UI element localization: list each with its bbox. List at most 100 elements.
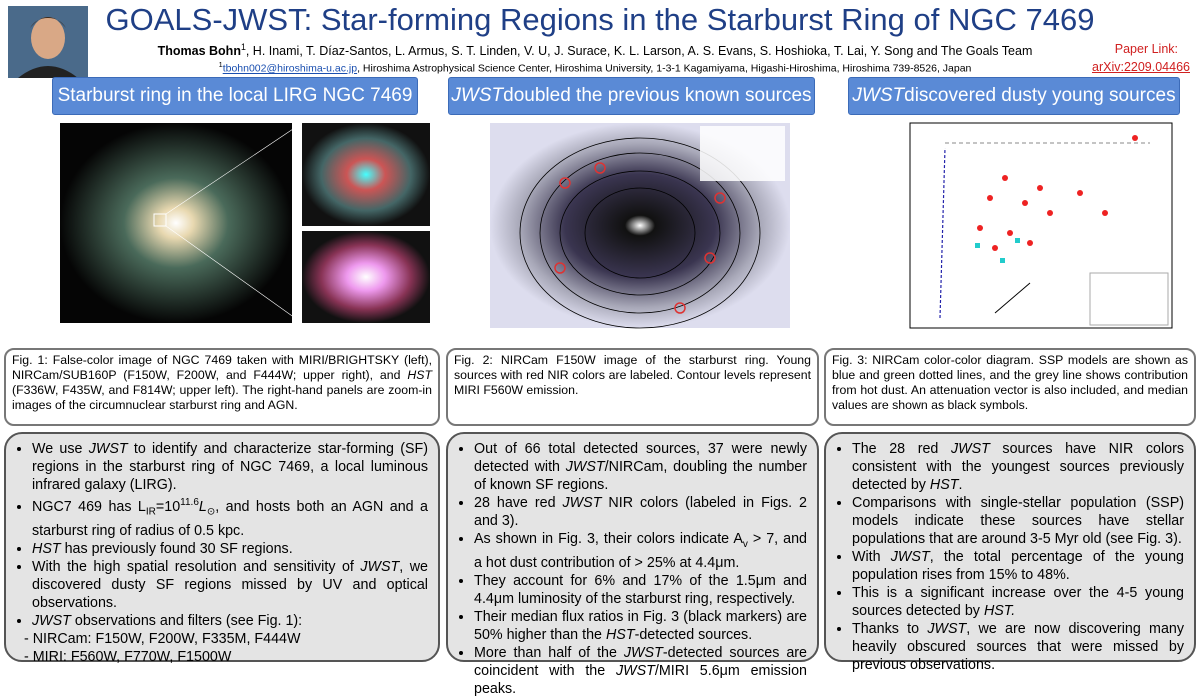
text-run: , we discovered dusty SF regions missed …: [32, 558, 428, 611]
bullet: Thanks to JWST, we are now discovering m…: [852, 620, 1184, 674]
bullet-list: We use JWST to identify and characterize…: [16, 440, 428, 630]
text-run: Starburst ring in the local LIRG NGC 746…: [57, 85, 413, 106]
text-run: HST: [929, 477, 959, 493]
text-run: doubled the previous known sources: [503, 85, 812, 106]
title: GOALS-JWST: Star-forming Regions in the …: [105, 2, 1095, 37]
text-run: has previously found 30 SF regions.: [60, 540, 293, 557]
bullet: Out of 66 total detected sources, 37 wer…: [474, 440, 807, 494]
text-run: ⊙: [206, 506, 216, 518]
text-run: Comparisons with single-stellar populati…: [852, 495, 1184, 547]
bullet: HST has previously found 30 SF regions.: [32, 540, 428, 558]
caption: Fig. 2: NIRCam F150W image of the starbu…: [446, 348, 819, 426]
text-run: Out of 66 total detected sources, 37 wer…: [474, 441, 807, 475]
text-run: tbohn002@hiroshima-u.ac.jp: [222, 62, 358, 75]
text-run: JWST: [88, 441, 128, 457]
bullet: JWST observations and filters (see Fig. …: [32, 612, 428, 630]
authors: Thomas Bohn1, H. Inami, T. Díaz-Santos, …: [95, 42, 1095, 58]
text-run: JWST: [565, 459, 605, 475]
sub-item: - NIRCam: F150W, F200W, F335M, F444W: [24, 630, 301, 647]
text-run: JWST: [950, 441, 990, 457]
bullet: The 28 red JWST sources have NIR colors …: [852, 440, 1184, 494]
text-run: IR: [145, 506, 156, 518]
figure-2: [490, 123, 790, 329]
text-run: , H. Inami, T. Díaz-Santos, L. Armus, S.…: [245, 44, 1033, 59]
bullet: They account for 6% and 17% of the 1.5μm…: [474, 572, 807, 608]
text-run: (F336W, F435W, and F814W; upper left). T…: [12, 383, 432, 412]
text-run: Thanks to: [852, 621, 928, 637]
text-run: JWST: [927, 621, 967, 637]
bullet: With JWST, the total percentage of the y…: [852, 548, 1184, 584]
text-run: NGC7 469 has L: [32, 498, 146, 515]
text-run: > 7, and a hot dust contribution of > 25…: [474, 531, 807, 571]
text-run: HST: [407, 368, 432, 382]
affiliation: 1tbohn002@hiroshima-u.ac.jp, Hiroshima A…: [95, 60, 1095, 75]
bullet: Comparisons with single-stellar populati…: [852, 494, 1184, 548]
text-run: NIR colors (labeled in Figs. 2 and 3).: [474, 495, 807, 529]
text-run: JWST: [451, 85, 504, 106]
text-run: observations and filters (see Fig. 1):: [70, 612, 303, 629]
text-run: Thomas Bohn: [157, 44, 241, 59]
bullet-box: We use JWST to identify and characterize…: [4, 432, 440, 665]
text-run: 11.6: [180, 497, 199, 508]
text-run: HST: [32, 540, 61, 557]
sub-item: - MIRI: F560W, F770W, F1500W: [24, 648, 232, 665]
text-run: , and hosts both an AGN and a starburst …: [32, 498, 428, 539]
bullet-box: Out of 66 total detected sources, 37 wer…: [446, 432, 819, 697]
author-photo: [8, 6, 88, 78]
bullet: With the high spatial resolution and sen…: [32, 558, 428, 612]
text-run: JWST: [32, 612, 71, 629]
text-run: JWST: [623, 644, 663, 661]
bullet: More than half of the JWST-detected sour…: [474, 644, 807, 698]
caption: Fig. 1: False-color image of NGC 7469 ta…: [4, 348, 440, 426]
text-run: Fig. 3: NIRCam color-color diagram. SSP …: [832, 353, 1188, 412]
paper-link-label: Paper Link:: [1114, 42, 1178, 56]
caption: Fig. 3: NIRCam color-color diagram. SSP …: [824, 348, 1196, 426]
bullet-list: Out of 66 total detected sources, 37 wer…: [458, 440, 807, 698]
text-run: HST.: [983, 603, 1016, 619]
bullet: Their median flux ratios in Fig. 3 (blac…: [474, 608, 807, 644]
column-heading: JWST doubled the previous known sources: [448, 77, 815, 115]
bullet: As shown in Fig. 3, their colors indicat…: [474, 530, 807, 572]
poster: GOALS-JWST: Star-forming Regions in the …: [0, 0, 1200, 667]
column-heading: JWST discovered dusty young sources: [848, 77, 1180, 115]
bullet: 28 have red JWST NIR colors (labeled in …: [474, 494, 807, 530]
text-run: /NIRCam, doubling the number of known SF…: [474, 459, 808, 493]
text-run: With the high spatial resolution and sen…: [32, 558, 361, 575]
text-run: to identify and characterize star-formin…: [32, 441, 428, 493]
figure-3: [909, 122, 1173, 329]
text-run: More than half of the: [474, 644, 624, 661]
text-run: , the total percentage of the young popu…: [852, 549, 1184, 583]
bullet: NGC7 469 has LIR=1011.6L⊙, and hosts bot…: [32, 494, 428, 540]
bullet: This is a significant increase over the …: [852, 584, 1184, 620]
text-run: , Hiroshima Astrophysical Science Center…: [357, 62, 972, 75]
text-run: This is a significant increase over the …: [852, 585, 1184, 619]
bullet-list: The 28 red JWST sources have NIR colors …: [836, 440, 1184, 674]
text-run: Their median flux ratios in Fig. 3 (blac…: [474, 608, 807, 643]
text-run: JWST: [360, 558, 400, 575]
text-run: =10: [155, 498, 181, 515]
text-run: .: [958, 477, 963, 493]
text-run: Fig. 1: False-color image of NGC 7469 ta…: [12, 353, 432, 382]
text-run: sources have NIR colors consistent with …: [852, 441, 1184, 493]
text-run: The 28 red: [852, 441, 951, 457]
bullet-box: The 28 red JWST sources have NIR colors …: [824, 432, 1196, 673]
text-run: JWST: [852, 85, 905, 106]
paper-link[interactable]: arXiv:2209.04466: [1092, 60, 1190, 74]
text-run: -detected sources.: [634, 626, 753, 643]
text-run: discovered dusty young sources: [904, 85, 1176, 106]
text-run: 1: [218, 60, 223, 69]
text-run: They account for 6% and 17% of the 1.5μm…: [474, 572, 807, 607]
text-run: L: [198, 498, 207, 515]
text-run: JWST: [562, 495, 602, 511]
text-run: 1: [240, 42, 246, 52]
text-run: JWST: [890, 549, 930, 565]
text-run: We use: [32, 441, 89, 457]
text-run: Fig. 2: NIRCam F150W image of the starbu…: [454, 353, 811, 397]
bullet: We use JWST to identify and characterize…: [32, 440, 428, 494]
column-heading: Starburst ring in the local LIRG NGC 746…: [52, 77, 418, 115]
text-run: JWST: [615, 662, 655, 679]
text-run: 28 have red: [474, 495, 563, 511]
text-run: v: [742, 538, 748, 550]
text-run: HST: [605, 626, 635, 643]
figure-1: [60, 122, 430, 324]
